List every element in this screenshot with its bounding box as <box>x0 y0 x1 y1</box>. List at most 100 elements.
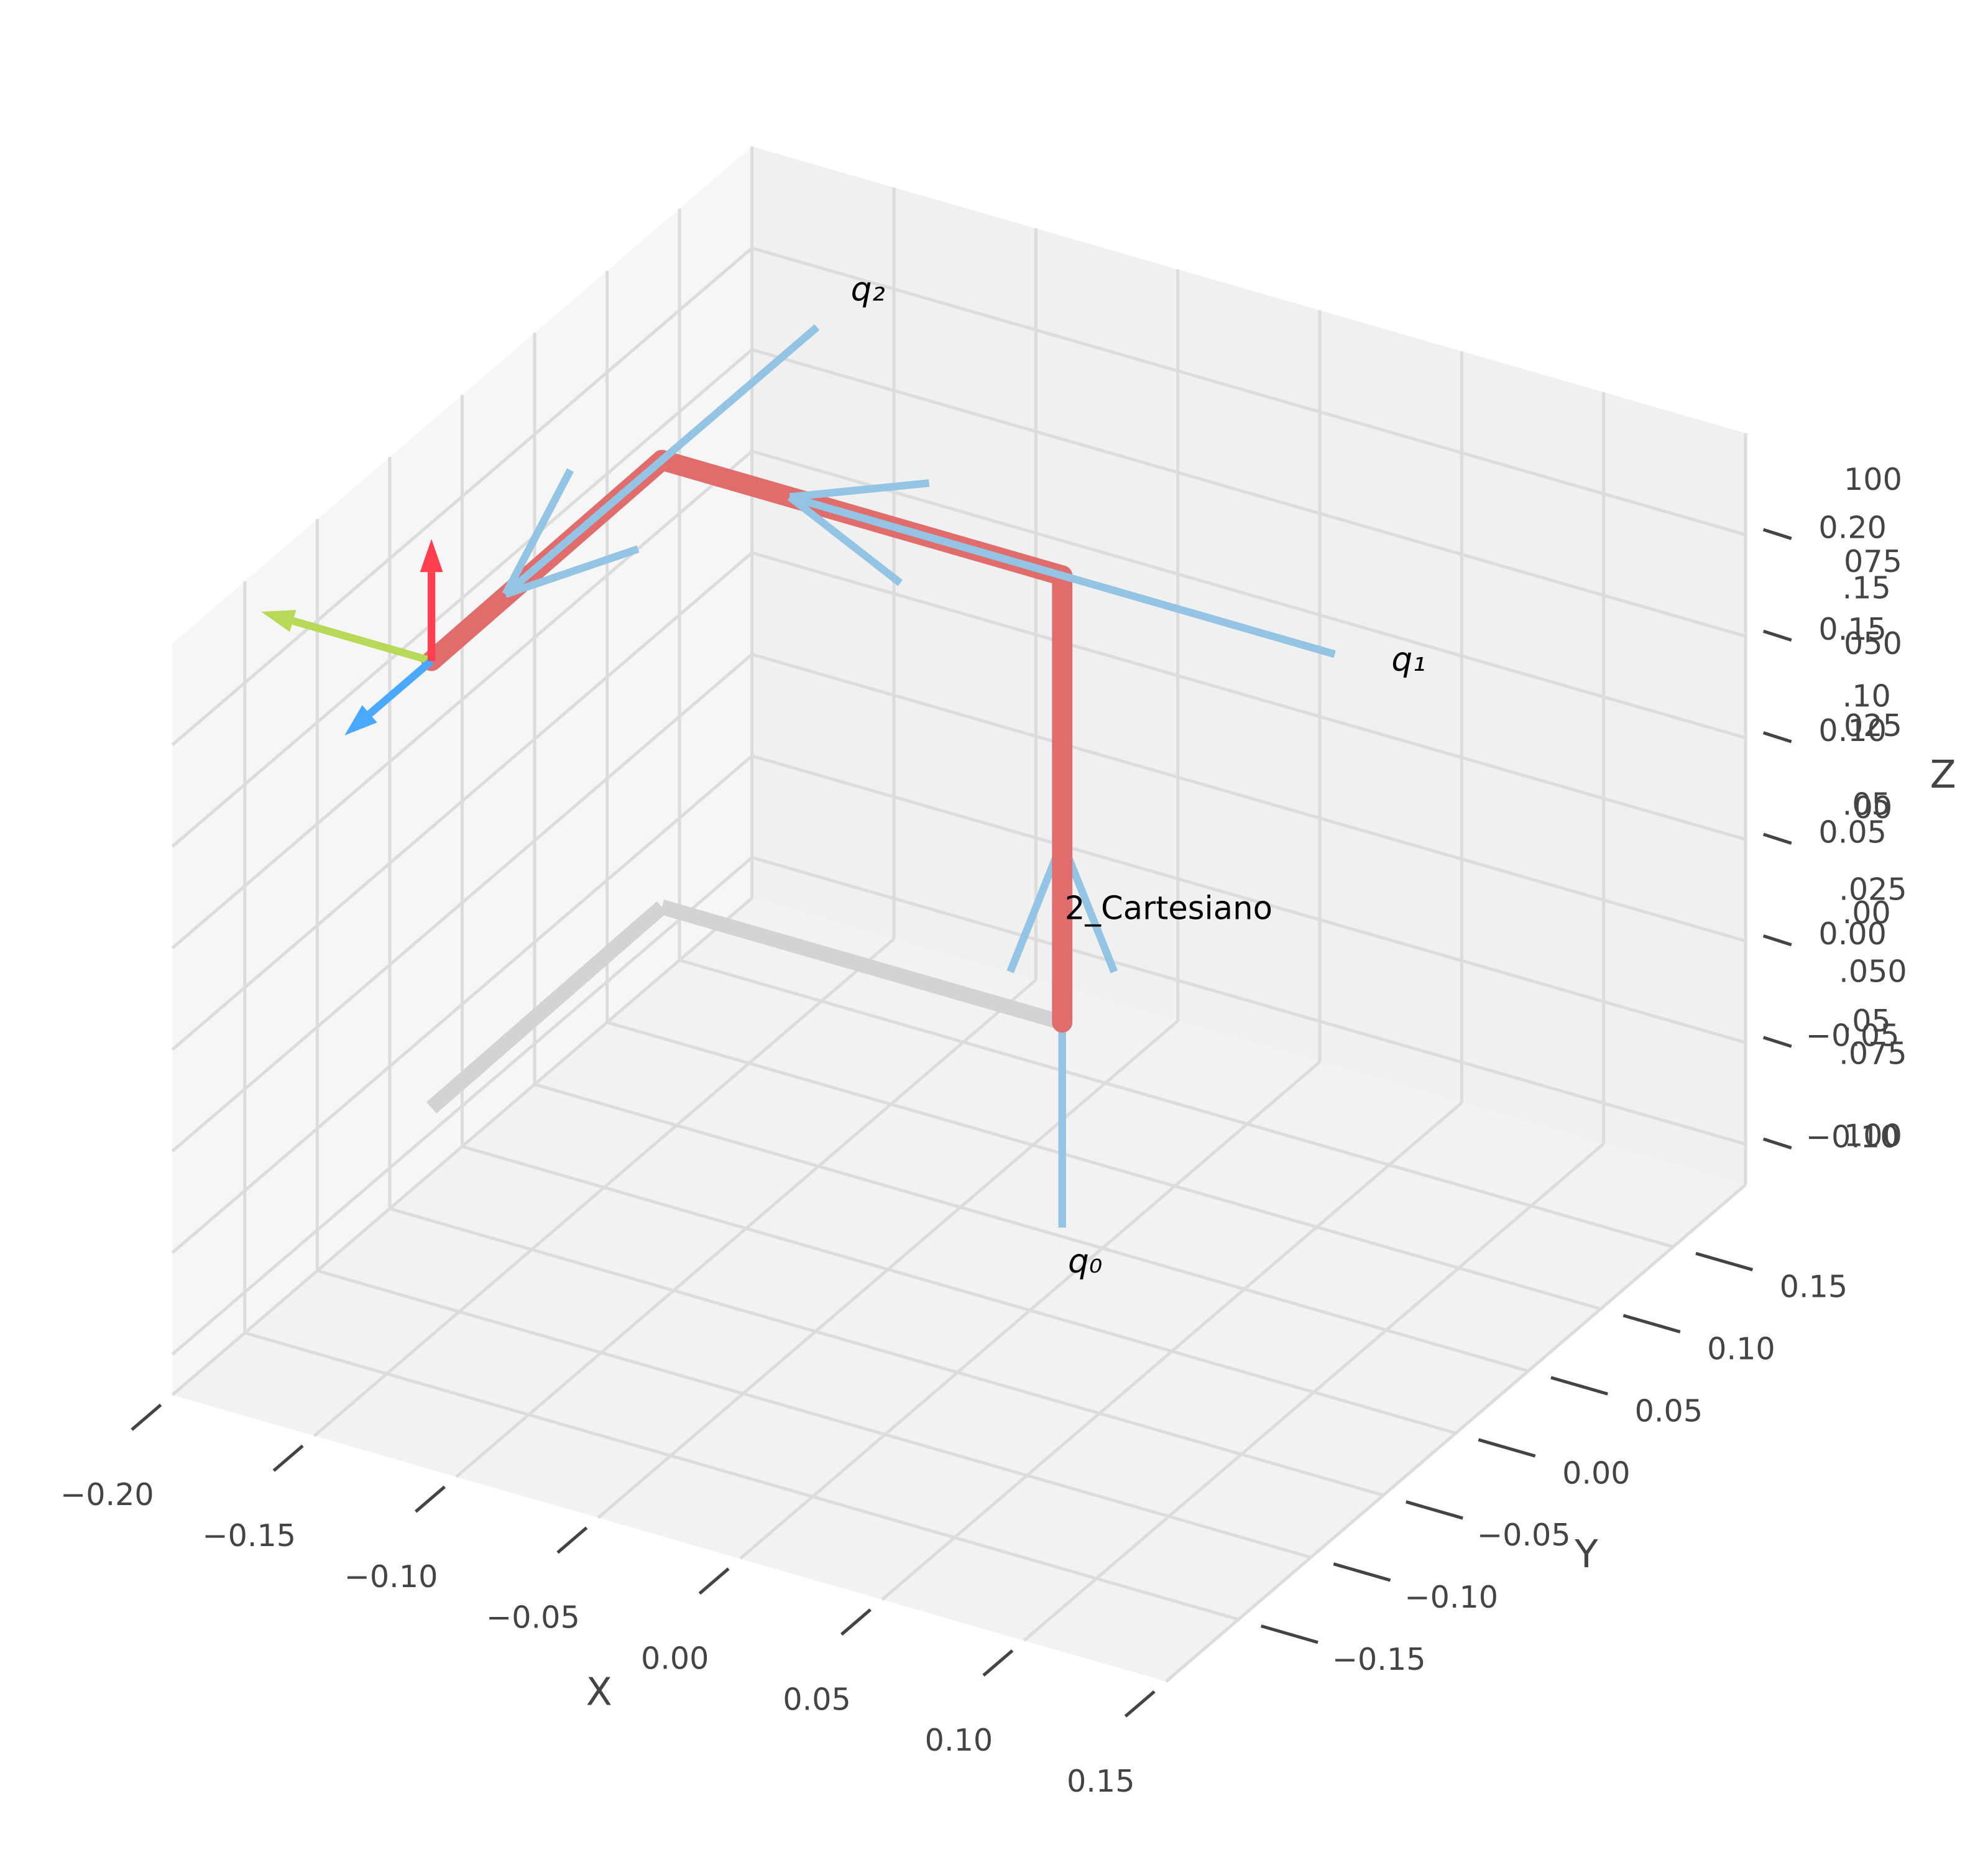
z-tick-label: 025 <box>1844 707 1902 744</box>
tick-mark <box>1762 832 1792 845</box>
grid-line <box>171 551 753 1051</box>
tick-mark <box>1622 1314 1681 1333</box>
z-tick-label: .025 <box>1839 872 1907 908</box>
x-tick-label: −0.10 <box>344 1559 438 1595</box>
z-tick-label: 0.00 <box>1818 916 1886 952</box>
y-tick-label: 0.00 <box>1562 1455 1630 1491</box>
tick-mark <box>1406 1500 1463 1520</box>
x-tick-label: 0.00 <box>641 1640 709 1676</box>
joint-label: q₂ <box>851 270 885 309</box>
tick-mark <box>556 1526 588 1554</box>
labels: −0.20−0.15−0.10−0.050.000.050.100.15−0.1… <box>60 270 1956 1800</box>
frame-axis <box>292 617 433 665</box>
grid-line <box>171 247 753 747</box>
z-tick-label: 050 <box>1844 625 1902 661</box>
y-tick-label: −0.15 <box>1332 1641 1426 1677</box>
z-tick-label: .050 <box>1839 954 1907 990</box>
z-tick-label: .075 <box>1839 1036 1907 1072</box>
x-tick-label: 0.05 <box>783 1681 850 1717</box>
tick-mark <box>1762 934 1792 947</box>
z-tick-label: .15 <box>1843 569 1891 606</box>
y-tick-label: 0.15 <box>1780 1269 1848 1305</box>
grid-line <box>751 855 1746 1146</box>
joint-arrow <box>504 545 640 598</box>
tick-mark <box>1261 1624 1318 1644</box>
x-tick-label: −0.15 <box>202 1517 296 1554</box>
grid <box>131 146 1792 1718</box>
z-tick-label: .00 <box>1843 895 1891 931</box>
z-tick-label: 075 <box>1844 543 1902 579</box>
tick-mark <box>1333 1562 1391 1582</box>
z-tick-label: 0.05 <box>1818 814 1886 850</box>
y-tick-label: −0.05 <box>1477 1517 1571 1553</box>
tick-mark <box>1695 1251 1754 1271</box>
grid-line <box>316 1269 1312 1559</box>
tick-mark <box>1550 1376 1608 1396</box>
grid-line <box>606 1021 1601 1310</box>
joint-label: q₀ <box>1068 1242 1102 1281</box>
grid-line <box>751 348 1746 638</box>
z-tick-label: 0.20 <box>1818 509 1886 545</box>
tick-mark <box>1762 1036 1792 1048</box>
x-tick-label: −0.05 <box>486 1600 580 1636</box>
z-tick-label: 100 <box>1844 461 1902 497</box>
grid-line <box>244 1331 1239 1621</box>
tick-mark <box>272 1444 304 1472</box>
x-tick-label: −0.20 <box>60 1476 154 1513</box>
grid-line <box>751 551 1746 841</box>
tick-mark <box>1762 528 1792 540</box>
tick-mark <box>1762 1137 1792 1149</box>
grid-line <box>171 754 753 1255</box>
tick-mark <box>698 1567 730 1595</box>
frame-arrowhead <box>261 610 297 632</box>
joint-axis <box>788 493 1336 658</box>
joint-label: q₁ <box>1391 640 1425 679</box>
robot-name: 2_Cartesiano <box>1065 890 1272 927</box>
z-tick-label: −0.10 <box>1806 1119 1900 1155</box>
y-tick-label: −0.10 <box>1404 1579 1498 1615</box>
tick-mark <box>1124 1690 1156 1718</box>
tick-mark <box>415 1485 446 1513</box>
back-pane <box>752 146 1746 1185</box>
grid-line <box>171 348 753 848</box>
z-tick-label: .05 <box>1843 786 1891 822</box>
grid-line <box>461 1144 1456 1435</box>
link-shadow <box>426 901 667 1114</box>
tick-mark <box>1762 731 1792 744</box>
y-tick-label: 0.05 <box>1635 1393 1703 1429</box>
x-axis-label: X <box>586 1670 612 1715</box>
grid-line <box>751 246 1746 536</box>
joint-arrow <box>787 494 903 586</box>
joint-arrow <box>502 468 574 596</box>
tick-mark <box>1478 1438 1536 1458</box>
grid-line <box>751 754 1746 1044</box>
x-tick-label: 0.10 <box>925 1722 993 1758</box>
marks <box>261 324 1336 1228</box>
z-axis-label: Z <box>1930 753 1956 797</box>
tick-mark <box>1762 629 1792 642</box>
grid-line <box>679 959 1674 1249</box>
y-axis-label: Y <box>1574 1532 1598 1577</box>
x-tick-label: 0.15 <box>1067 1763 1134 1799</box>
grid-line <box>389 1207 1384 1497</box>
grid-line <box>534 1082 1529 1373</box>
grid-line <box>751 449 1746 740</box>
grid-line <box>171 856 753 1356</box>
frame-axis <box>367 658 435 717</box>
z-tick-label: 0.10 <box>1818 712 1886 748</box>
frame-arrowhead <box>344 705 377 735</box>
tick-mark <box>840 1608 872 1636</box>
z-tick-label: .10 <box>1843 678 1891 714</box>
grid-line <box>171 653 753 1153</box>
z-tick-label: 00 <box>1854 790 1893 826</box>
tick-mark <box>982 1649 1014 1677</box>
frame-arrowhead <box>420 539 443 573</box>
z-tick-label: 100 <box>1844 1117 1902 1153</box>
joint-arrow <box>789 479 930 501</box>
z-tick-label: −0.05 <box>1806 1017 1900 1053</box>
tick-mark <box>131 1403 162 1431</box>
z-tick-label: .05 <box>1843 1003 1891 1039</box>
grid-line <box>751 653 1746 943</box>
